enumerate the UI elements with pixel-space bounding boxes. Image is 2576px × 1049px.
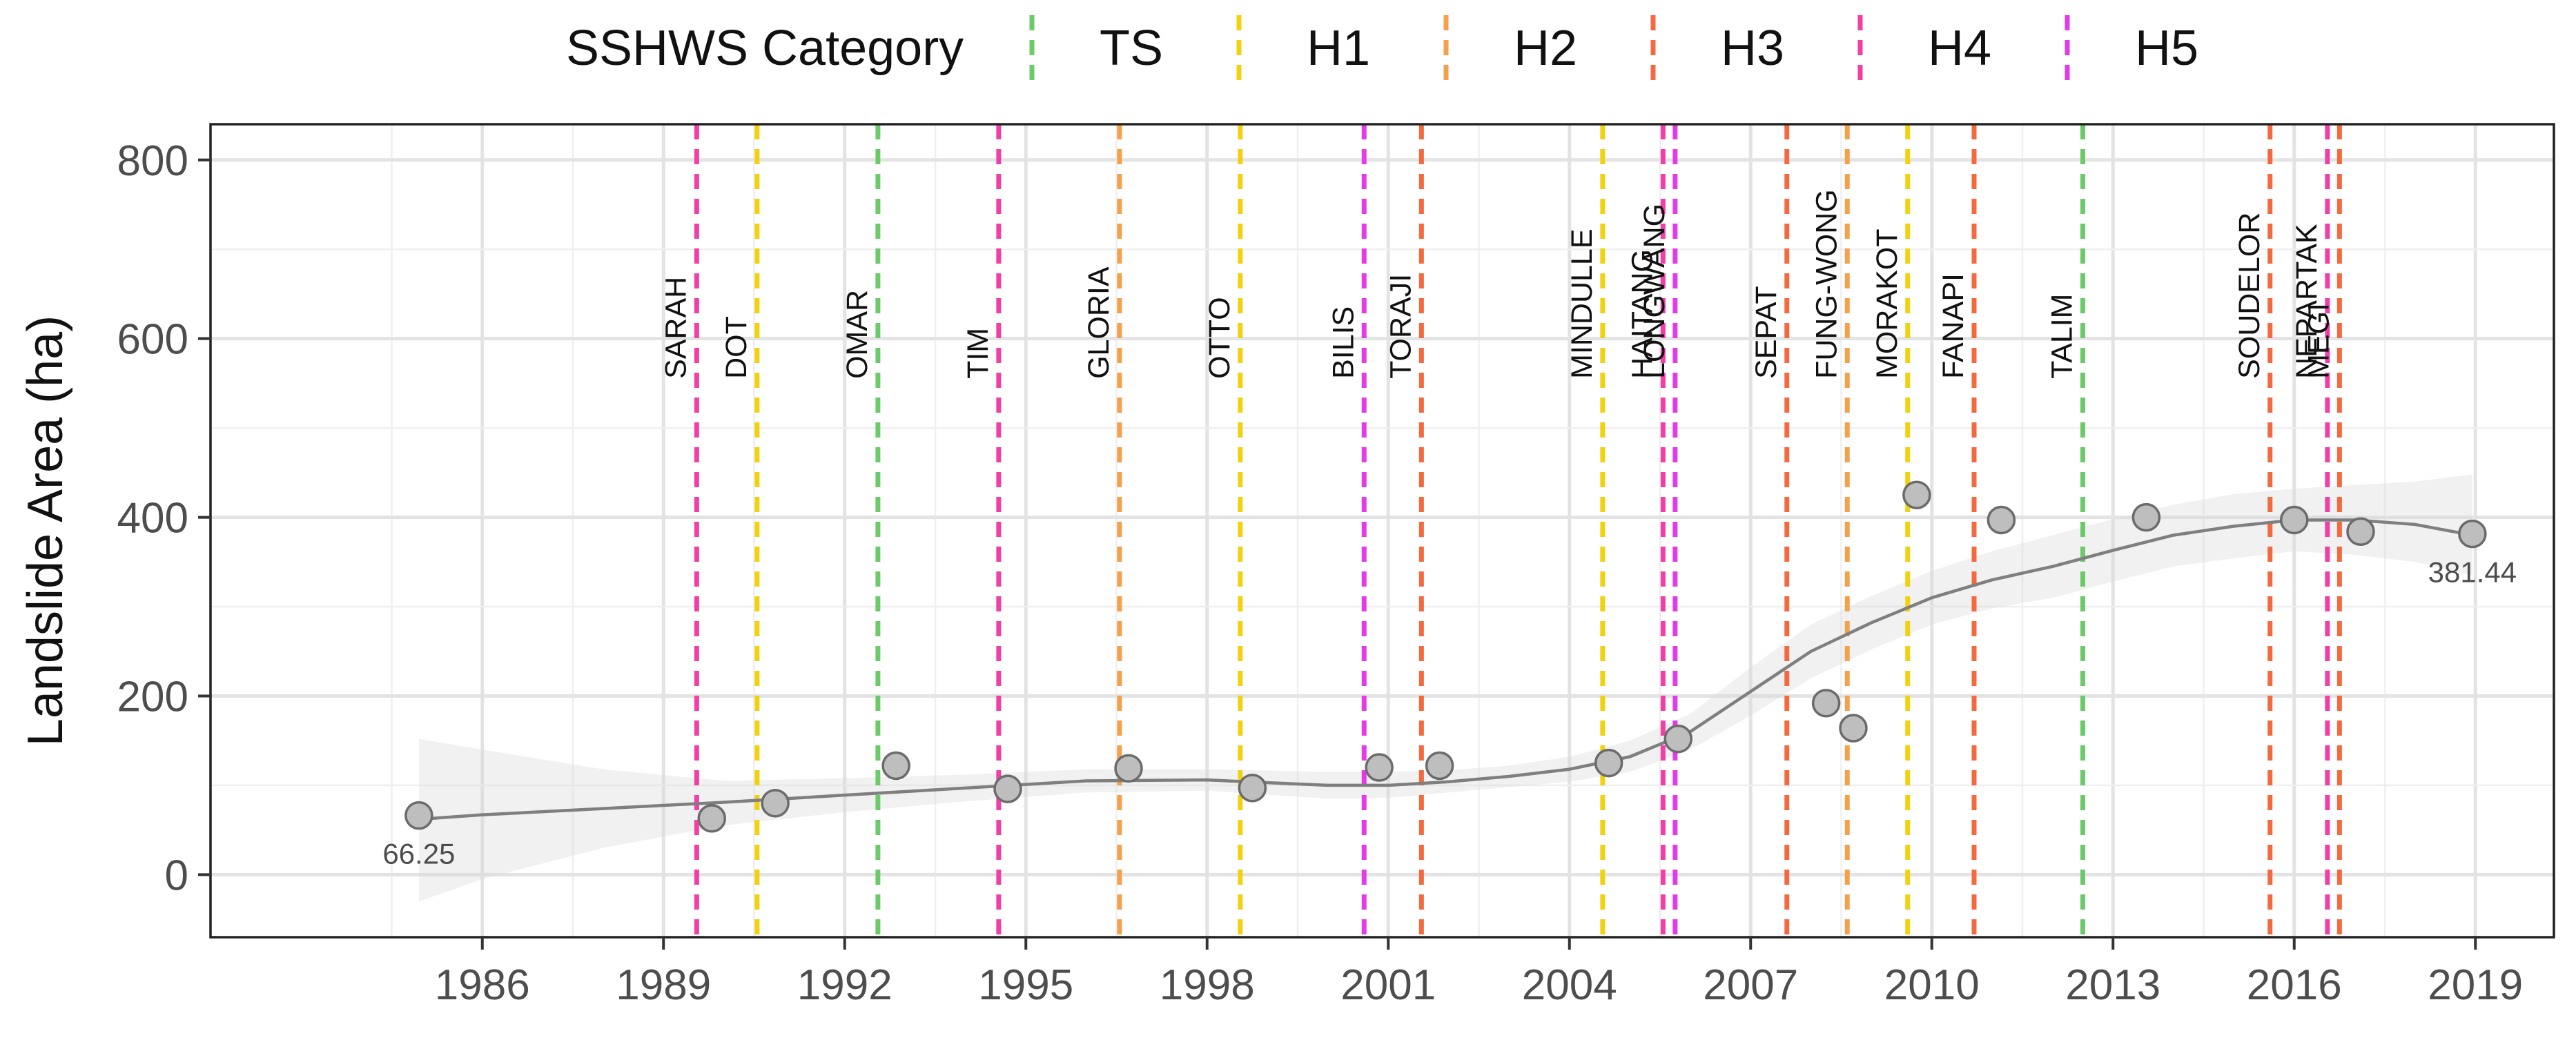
data-point	[2131, 502, 2161, 532]
storm-label-gloria: GLORIA	[1082, 266, 1115, 379]
data-point	[2346, 517, 2375, 547]
storm-label-otto: OTTO	[1203, 297, 1236, 379]
data-point	[1594, 748, 1623, 778]
legend-label-h3: H3	[1721, 21, 1784, 76]
legend: SSHWS Category TS H1 H2 H3 H4 H5	[566, 15, 2198, 88]
y-tick-label: 0	[165, 852, 188, 899]
legend-label-h4: H4	[1928, 21, 1991, 76]
data-point	[1663, 724, 1692, 754]
storm-label-dot: DOT	[720, 316, 753, 379]
data-point	[1425, 751, 1454, 781]
y-tick-label: 800	[117, 137, 188, 185]
data-point	[993, 774, 1022, 803]
data-point	[1114, 754, 1143, 783]
x-tick-label: 2001	[1340, 961, 1436, 1009]
storm-label-sepat: SEPAT	[1750, 286, 1783, 379]
storm-label-megi: MEGI	[2302, 303, 2335, 379]
y-tick-label: 600	[117, 316, 188, 364]
trend-line	[418, 518, 2473, 821]
storm-label-toraji: TORAJI	[1384, 274, 1417, 379]
storm-label-haitang: HAITANG	[1626, 249, 1659, 379]
storm-label-omar: OMAR	[841, 290, 874, 379]
data-point	[404, 801, 433, 830]
data-point	[1902, 480, 1931, 509]
x-tick-label: 2013	[2065, 961, 2160, 1009]
data-point	[1987, 505, 2016, 535]
y-tick-label: 400	[117, 495, 188, 542]
legend-label-h2: H2	[1514, 21, 1577, 76]
x-tick-label: 1989	[616, 961, 711, 1009]
storm-label-longwang: LONGWANG	[1638, 204, 1671, 379]
x-tick-label: 1995	[978, 961, 1073, 1009]
point-label: 381.44	[2428, 556, 2517, 589]
legend-label-ts: TS	[1100, 21, 1163, 76]
data-point	[2458, 519, 2487, 549]
y-axis-label: Landslide Area (ha)	[18, 315, 73, 746]
storm-label-bilis: BILIS	[1327, 306, 1360, 379]
data-point	[697, 804, 726, 833]
storm-label-tim: TIM	[962, 328, 995, 379]
storm-label-soudelor: SOUDELOR	[2233, 213, 2266, 379]
point-label: 66.25	[382, 838, 455, 870]
legend-label-h5: H5	[2135, 21, 2198, 76]
data-point	[1238, 774, 1267, 803]
x-tick-label: 1992	[797, 961, 892, 1009]
confidence-band	[418, 474, 2472, 902]
y-tick-label: 200	[117, 673, 188, 720]
x-tick-label: 2010	[1884, 961, 1980, 1009]
x-tick-label: 2004	[1522, 961, 1617, 1009]
legend-title: SSHWS Category	[566, 21, 964, 76]
data-point	[1811, 689, 1841, 718]
storm-label-mindulle: MINDULLE	[1565, 228, 1599, 378]
data-point	[1365, 753, 1394, 782]
storm-label-morakot: MORAKOT	[1871, 229, 1904, 379]
storm-label-fung-wong: FUNG-WONG	[1810, 189, 1843, 379]
x-tick-label: 1998	[1160, 961, 1255, 1009]
x-tick-label: 1986	[435, 961, 530, 1009]
x-tick-label: 2016	[2247, 961, 2342, 1009]
storm-label-nepartak: NEPARTAK	[2290, 224, 2323, 379]
data-point	[1839, 714, 1868, 743]
x-tick-label: 2019	[2428, 961, 2523, 1009]
plot-border	[209, 123, 2555, 939]
data-point	[2280, 505, 2309, 535]
storm-label-sarah: SARAH	[659, 277, 692, 379]
plot-panel	[211, 124, 2554, 937]
storm-label-talim: TALIM	[2046, 293, 2079, 378]
data-point	[881, 751, 910, 781]
x-tick-label: 2007	[1703, 961, 1798, 1009]
data-point	[761, 789, 790, 818]
legend-label-h1: H1	[1307, 21, 1370, 76]
storm-label-fanapi: FANAPI	[1937, 273, 1970, 379]
